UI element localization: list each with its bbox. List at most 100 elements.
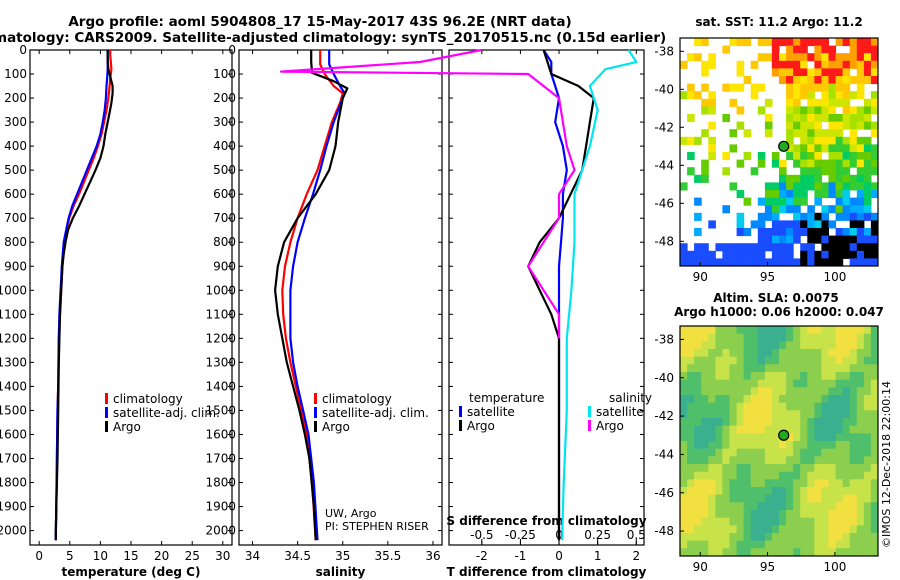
map-cell — [793, 533, 801, 542]
map-cell — [757, 356, 766, 365]
map-cell — [828, 464, 837, 473]
map-cell — [828, 106, 837, 115]
map-cell — [736, 456, 745, 465]
map-cell — [736, 349, 745, 358]
series-line-climatology — [281, 50, 344, 541]
x-tick-label: 0 — [555, 549, 563, 563]
map-cell — [835, 540, 844, 549]
map-cell — [680, 326, 688, 335]
map-cell — [729, 425, 738, 434]
map-cell — [779, 410, 787, 419]
map-cell — [764, 540, 773, 549]
map-cell — [722, 448, 730, 457]
map-cell — [793, 540, 801, 549]
map-cell — [701, 106, 709, 115]
sla-map-title-2: Argo h1000: 0.06 h2000: 0.047 — [674, 305, 884, 319]
map-cell — [715, 548, 723, 557]
x-tick-label: 34 — [245, 549, 260, 563]
map-cell — [814, 349, 822, 358]
map-cell — [849, 433, 858, 442]
map-cell — [694, 395, 702, 404]
map-cell — [856, 258, 865, 267]
map-cell — [771, 418, 780, 427]
map-cell — [786, 372, 794, 381]
map-cell — [771, 159, 780, 168]
map-cell — [750, 326, 759, 335]
map-cell — [757, 38, 766, 47]
map-cell — [870, 379, 879, 388]
map-cell — [786, 349, 794, 358]
map-x-tick-label: 100 — [823, 560, 846, 574]
map-cell — [680, 395, 688, 404]
map-cell — [722, 540, 730, 549]
map-cell — [786, 525, 794, 534]
depth-tick-label: 600 — [4, 187, 27, 201]
map-cell — [701, 479, 709, 488]
map-cell — [701, 525, 709, 534]
map-cell — [722, 364, 730, 373]
map-cell — [750, 167, 759, 176]
map-cell — [870, 243, 879, 252]
map-cell — [800, 197, 808, 206]
map-cell — [849, 464, 858, 473]
map-cell — [856, 456, 865, 465]
map-cell — [835, 494, 844, 503]
map-cell — [800, 114, 808, 123]
map-cell — [687, 114, 695, 123]
map-cell — [750, 379, 759, 388]
map-cell — [771, 441, 780, 450]
map-cell — [870, 517, 879, 526]
map-cell — [842, 395, 851, 404]
map-cell — [835, 114, 844, 123]
map-cell — [743, 356, 752, 365]
map-cell — [771, 448, 780, 457]
map-cell — [793, 174, 801, 183]
map-cell — [849, 448, 858, 457]
map-cell — [807, 441, 815, 450]
map-cell — [729, 83, 738, 92]
map-cell — [856, 356, 865, 365]
annotation-line: PI: STEPHEN RISER — [325, 520, 429, 533]
map-cell — [687, 510, 695, 519]
map-cell — [835, 98, 844, 107]
map-cell — [764, 502, 773, 511]
map-cell — [842, 548, 851, 557]
map-cell — [842, 228, 851, 237]
map-cell — [863, 471, 872, 480]
map-cell — [694, 502, 702, 511]
map-cell — [680, 540, 688, 549]
map-cell — [736, 379, 745, 388]
map-cell — [694, 464, 702, 473]
map-cell — [821, 387, 829, 396]
map-cell — [764, 129, 773, 138]
map-cell — [680, 91, 688, 100]
map-cell — [807, 379, 815, 388]
map-cell — [828, 190, 837, 199]
map-cell — [821, 106, 829, 115]
map-cell — [849, 356, 858, 365]
x-tick-label: 35.5 — [375, 549, 402, 563]
map-cell — [757, 349, 766, 358]
map-cell — [807, 136, 815, 145]
map-cell — [743, 333, 752, 342]
map-cell — [863, 540, 872, 549]
map-cell — [800, 190, 808, 199]
legend-label-satellite: satellite-adj. clim. — [322, 406, 429, 420]
map-cell — [722, 471, 730, 480]
map-cell — [757, 106, 766, 115]
map-cell — [842, 341, 851, 350]
map-cell — [842, 212, 851, 221]
map-x-tick-label: 95 — [760, 270, 775, 284]
map-cell — [793, 349, 801, 358]
x-tick-label: 5 — [66, 549, 74, 563]
map-cell — [701, 38, 709, 47]
map-cell — [708, 395, 716, 404]
map-cell — [793, 379, 801, 388]
map-cell — [786, 471, 794, 480]
map-cell — [828, 533, 837, 542]
map-cell — [764, 182, 773, 191]
map-cell — [764, 456, 773, 465]
map-cell — [736, 68, 745, 77]
map-cell — [835, 68, 844, 77]
map-cell — [856, 159, 865, 168]
